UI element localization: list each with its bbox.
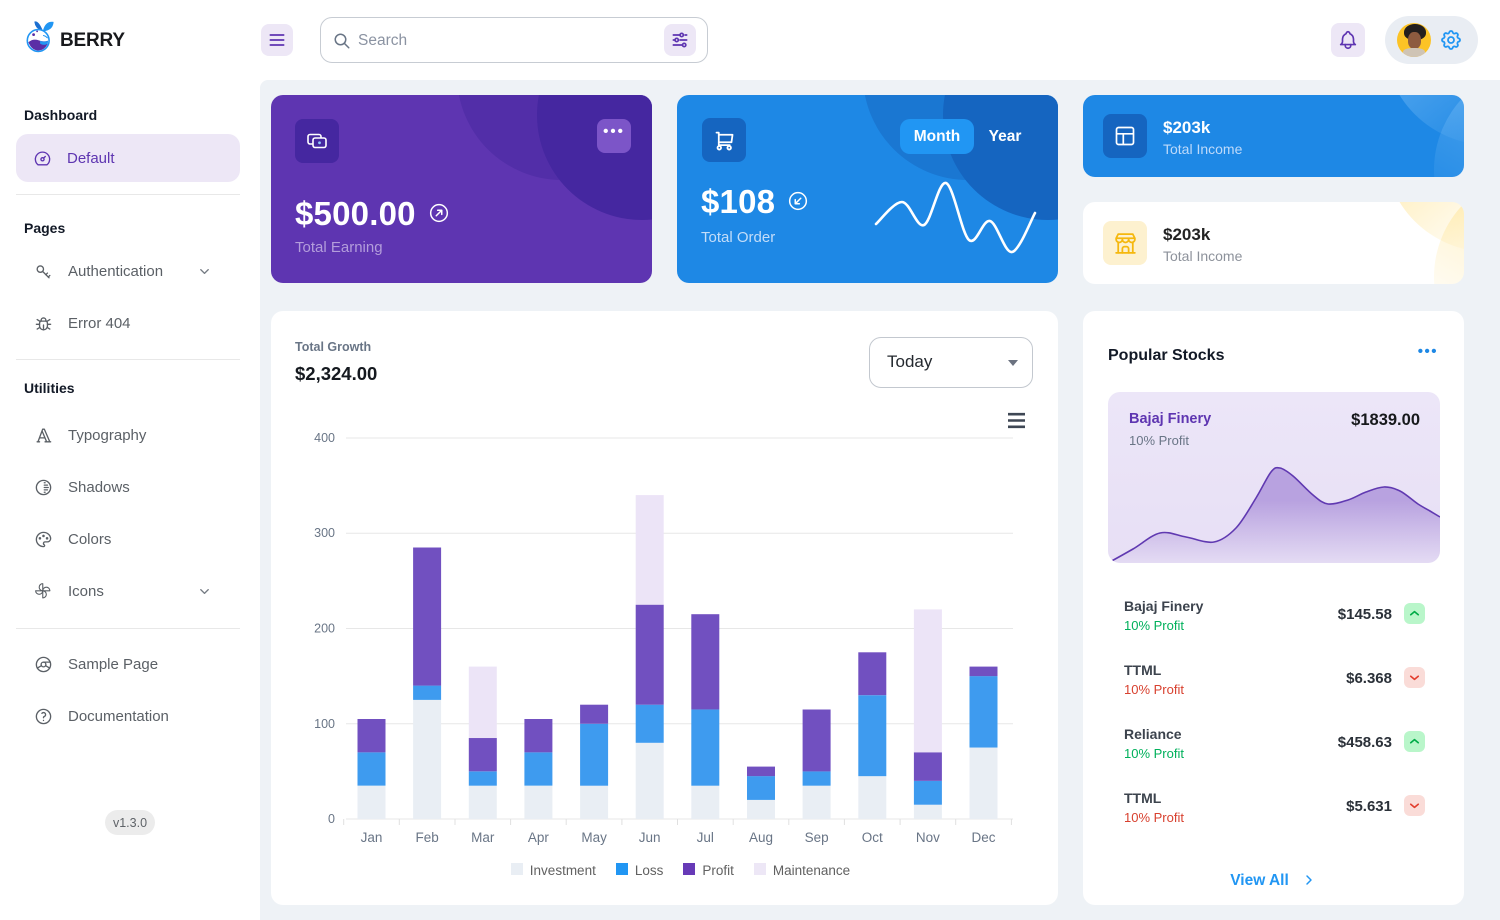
svg-text:Oct: Oct [862,830,883,845]
svg-text:Jul: Jul [697,830,714,845]
svg-text:Jan: Jan [361,830,383,845]
svg-text:0: 0 [328,812,335,826]
svg-text:200: 200 [314,622,335,636]
svg-text:Sep: Sep [805,830,829,845]
svg-text:Aug: Aug [749,830,773,845]
svg-text:Nov: Nov [916,830,940,845]
svg-text:Mar: Mar [471,830,495,845]
svg-text:400: 400 [314,431,335,445]
svg-text:May: May [581,830,607,845]
svg-text:Apr: Apr [528,830,550,845]
svg-text:Jun: Jun [639,830,661,845]
svg-text:300: 300 [314,526,335,540]
svg-text:Dec: Dec [971,830,995,845]
svg-text:Feb: Feb [415,830,438,845]
svg-text:100: 100 [314,717,335,731]
